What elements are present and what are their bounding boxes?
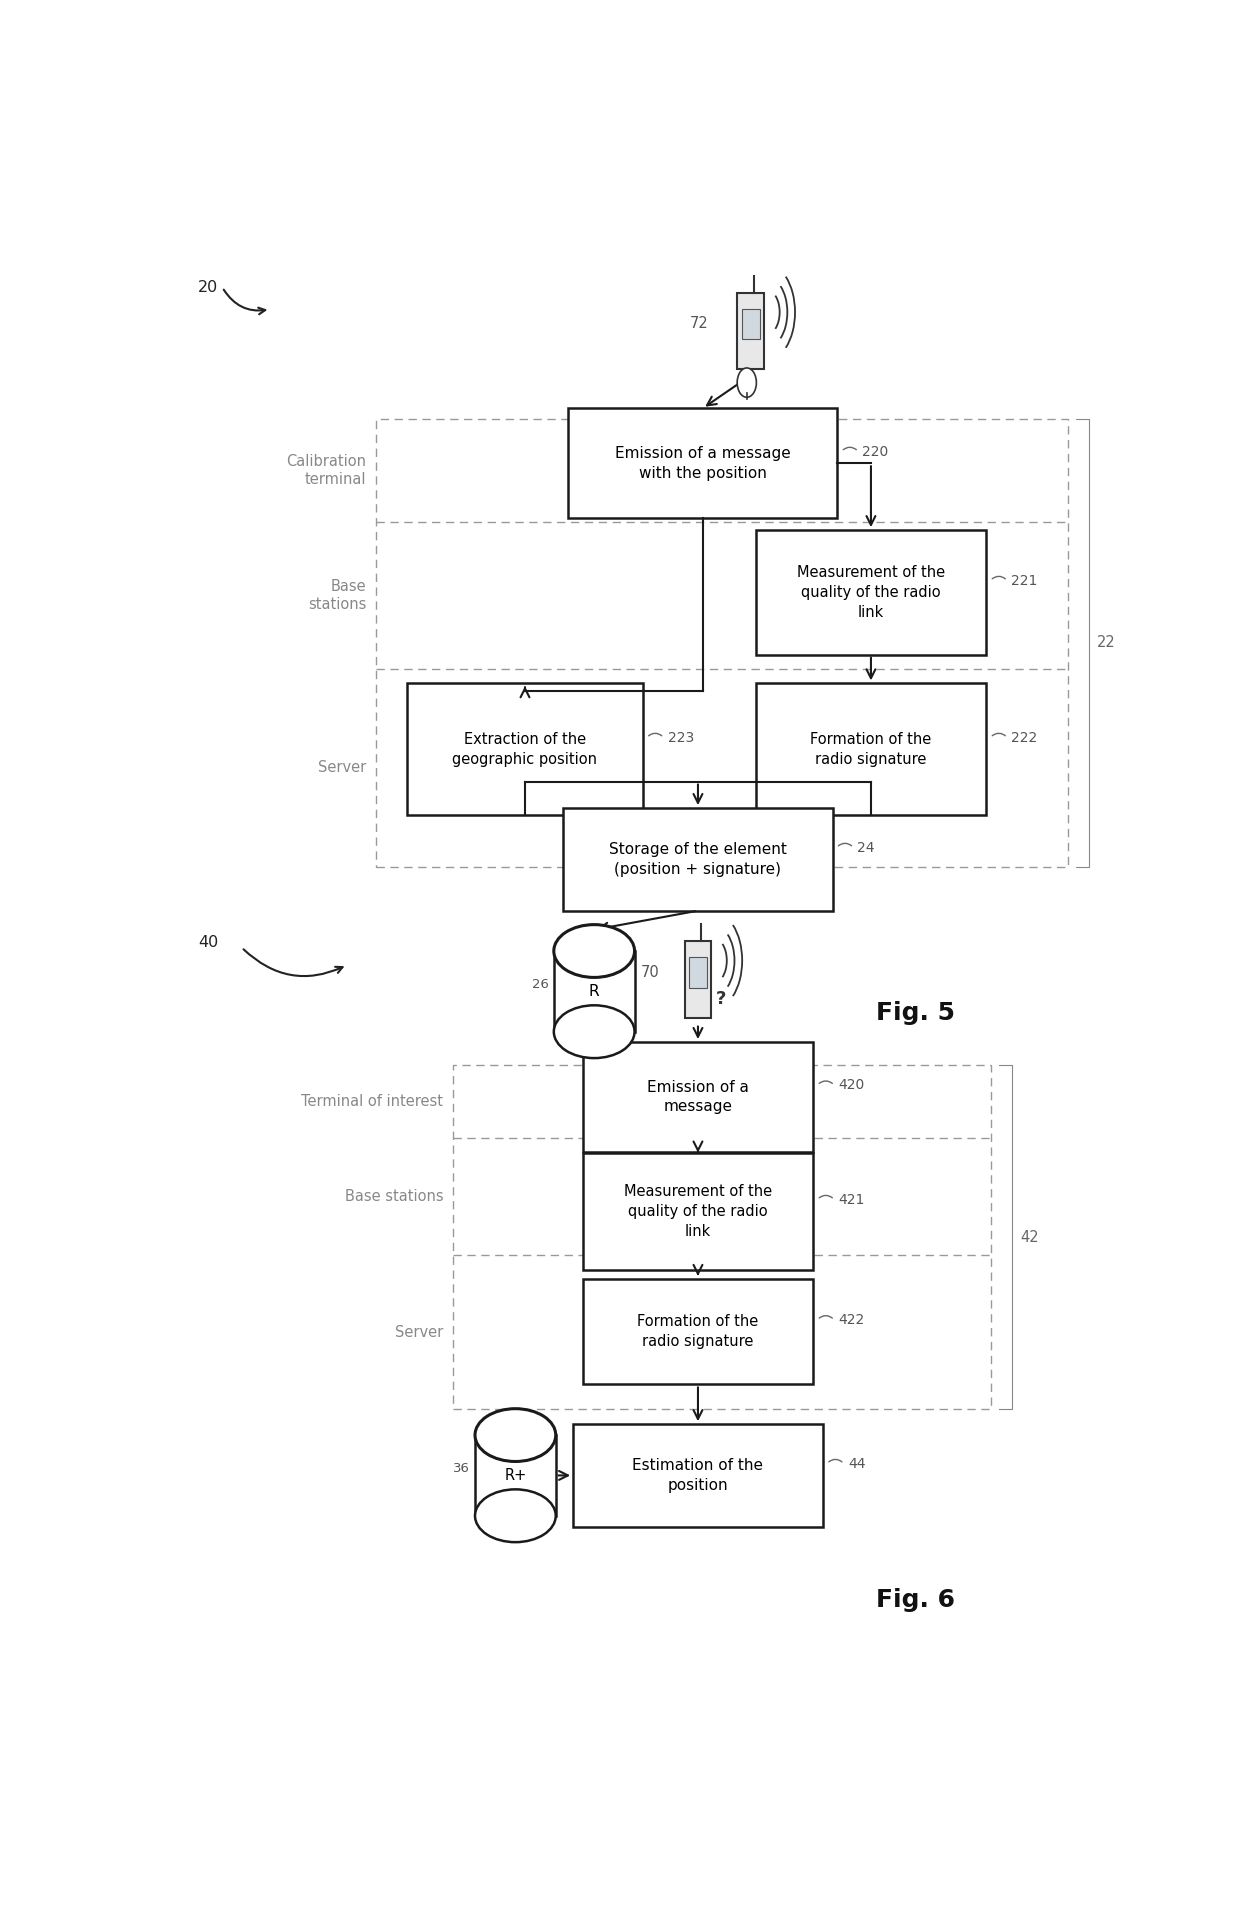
Text: Fig. 5: Fig. 5: [875, 1002, 955, 1025]
Text: Terminal of interest: Terminal of interest: [301, 1093, 444, 1109]
Text: Measurement of the
quality of the radio
link: Measurement of the quality of the radio …: [624, 1185, 773, 1238]
Bar: [453, 1065, 991, 1410]
FancyBboxPatch shape: [407, 684, 642, 815]
Text: 36: 36: [454, 1461, 470, 1474]
FancyBboxPatch shape: [573, 1425, 823, 1526]
Ellipse shape: [475, 1408, 556, 1461]
Text: 70: 70: [641, 964, 660, 979]
Text: 422: 422: [838, 1313, 864, 1328]
Text: R+: R+: [505, 1469, 527, 1482]
FancyBboxPatch shape: [755, 684, 986, 815]
Bar: [684, 941, 712, 1017]
FancyBboxPatch shape: [563, 808, 832, 911]
Text: Extraction of the
geographic position: Extraction of the geographic position: [453, 732, 598, 766]
Bar: [376, 419, 1068, 867]
Text: Fig. 6: Fig. 6: [875, 1589, 955, 1612]
Bar: [475, 1434, 556, 1516]
Text: Emission of a message
with the position: Emission of a message with the position: [615, 446, 791, 480]
Text: Measurement of the
quality of the radio
link: Measurement of the quality of the radio …: [797, 566, 945, 619]
Text: Emission of a
message: Emission of a message: [647, 1080, 749, 1114]
Text: 20: 20: [198, 280, 218, 295]
Text: 222: 222: [1012, 732, 1038, 745]
Text: 40: 40: [198, 935, 218, 951]
Bar: [742, 309, 760, 339]
Text: 26: 26: [532, 977, 549, 991]
Text: 220: 220: [862, 444, 889, 459]
Text: 24: 24: [858, 840, 875, 855]
Text: Formation of the
radio signature: Formation of the radio signature: [637, 1314, 759, 1349]
Bar: [554, 951, 635, 1033]
Text: Base
stations: Base stations: [308, 579, 367, 612]
Ellipse shape: [475, 1490, 556, 1543]
FancyBboxPatch shape: [755, 530, 986, 655]
Text: 221: 221: [1012, 573, 1038, 587]
Text: 72: 72: [689, 316, 708, 331]
Text: R: R: [589, 983, 599, 998]
Text: ?: ?: [715, 991, 727, 1008]
Bar: [738, 293, 764, 370]
Circle shape: [737, 368, 756, 398]
Text: 22: 22: [1096, 636, 1116, 650]
Text: Server: Server: [396, 1324, 444, 1339]
Text: Server: Server: [319, 760, 367, 775]
Text: 223: 223: [667, 732, 694, 745]
FancyBboxPatch shape: [583, 1153, 813, 1271]
Text: Base stations: Base stations: [345, 1189, 444, 1204]
Ellipse shape: [554, 924, 635, 977]
Text: Calibration
terminal: Calibration terminal: [286, 455, 367, 488]
FancyBboxPatch shape: [583, 1278, 813, 1385]
Text: Formation of the
radio signature: Formation of the radio signature: [810, 732, 931, 766]
Text: Storage of the element
(position + signature): Storage of the element (position + signa…: [609, 842, 787, 876]
Ellipse shape: [554, 1006, 635, 1057]
FancyBboxPatch shape: [583, 1042, 813, 1153]
Bar: [689, 956, 707, 987]
Text: 420: 420: [838, 1078, 864, 1092]
FancyBboxPatch shape: [568, 408, 837, 518]
Text: Estimation of the
position: Estimation of the position: [632, 1457, 764, 1494]
Text: 42: 42: [1019, 1229, 1039, 1244]
Text: 421: 421: [838, 1193, 864, 1206]
Text: 44: 44: [848, 1457, 866, 1471]
